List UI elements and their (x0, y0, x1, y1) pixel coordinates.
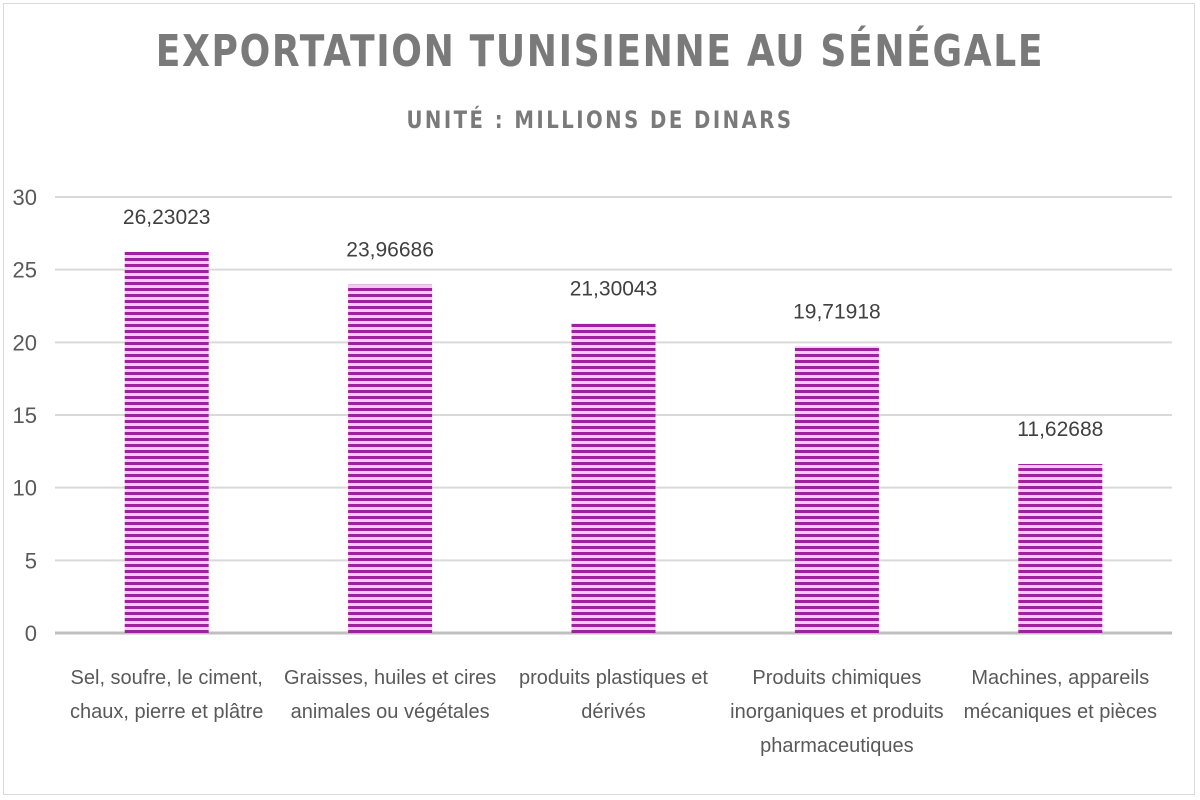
y-tick-label: 10 (13, 476, 37, 501)
labels: 0 5 10 15 20 25 30 26,23023 Sel, soufre, le cime… (13, 185, 1158, 757)
bar (124, 251, 209, 633)
data-label: 21,30043 (570, 277, 658, 300)
x-category-label: inorganiques et produits (730, 701, 943, 723)
x-category-label: produits plastiques et (519, 667, 708, 689)
x-category-label: chaux, pierre et plâtre (70, 701, 263, 723)
y-tick-label: 25 (13, 258, 37, 283)
x-category-label: Graisses, huiles et cires (284, 667, 496, 689)
chart-title: EXPORTATION TUNISIENNE AU SÉNÉGALE (155, 26, 1045, 77)
x-category-label: dérivés (581, 701, 645, 723)
data-label: 11,62688 (1017, 418, 1103, 441)
chart-subtitle: UNITÉ : MILLIONS DE DINARS (406, 106, 794, 134)
y-tick-label: 15 (13, 403, 37, 428)
bars (124, 251, 1103, 633)
x-category-label: mécaniques et pièces (964, 701, 1157, 723)
y-tick-label: 20 (13, 330, 37, 355)
data-label: 26,23023 (123, 206, 211, 229)
y-tick-label: 5 (25, 548, 37, 573)
x-category-label: Produits chimiques (752, 667, 921, 689)
y-tick-label: 30 (13, 185, 37, 210)
data-label: 23,96686 (346, 239, 434, 262)
bar (794, 346, 879, 633)
x-category-label: animales ou végétales (291, 701, 490, 723)
data-label: 19,71918 (793, 300, 881, 323)
bar (1018, 464, 1103, 633)
x-category-label: Machines, appareils (971, 667, 1149, 689)
bar (571, 323, 656, 633)
x-category-label: pharmaceutiques (760, 735, 913, 757)
bar (348, 284, 433, 633)
y-tick-label: 0 (25, 621, 37, 646)
x-category-label: Sel, soufre, le ciment, (71, 667, 263, 689)
